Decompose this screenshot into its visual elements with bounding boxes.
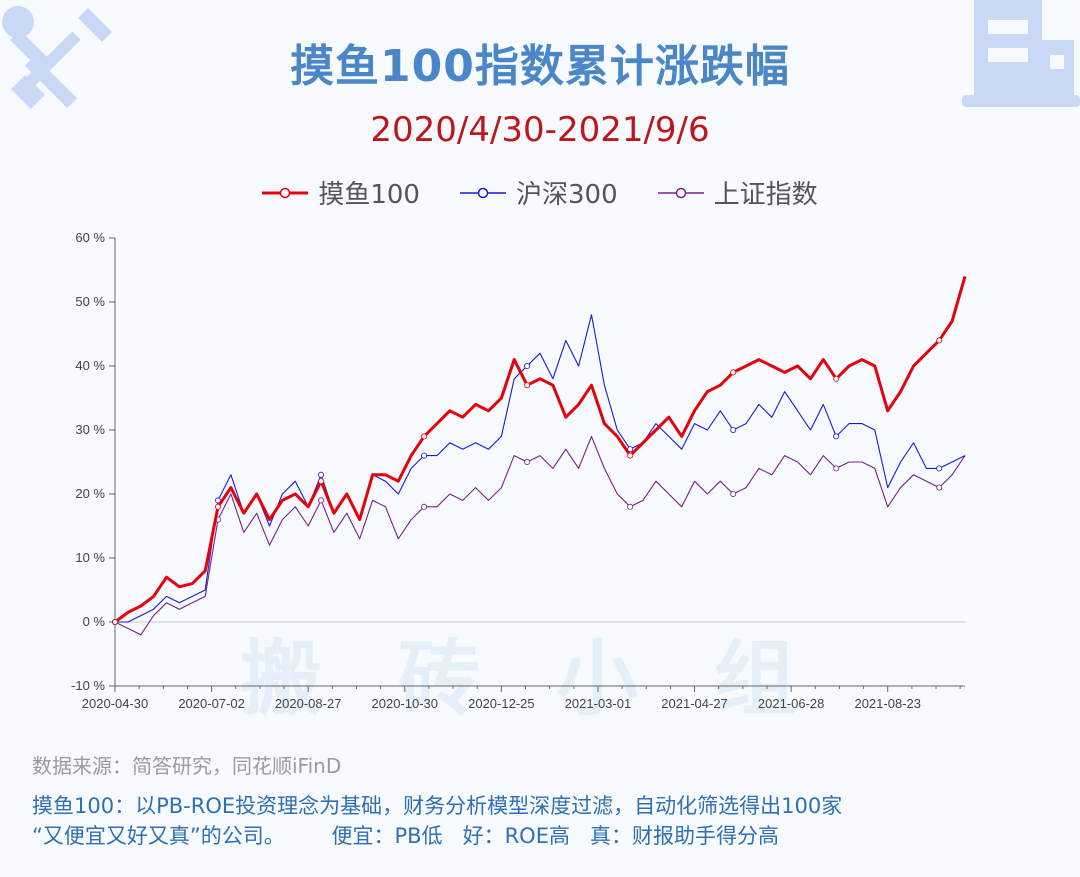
series-point-shanghai	[318, 497, 325, 504]
series-point-hs300	[318, 471, 325, 478]
legend-label-moyu: 摸鱼100	[318, 180, 420, 210]
series-point-hs300	[833, 433, 840, 440]
legend-label-hs300: 沪深300	[515, 180, 618, 210]
series-point-hs300	[421, 452, 428, 459]
series-point-moyu	[730, 369, 737, 376]
legend-marker-shanghai	[657, 187, 704, 198]
legend-marker-hs300	[459, 187, 506, 198]
series-point-moyu	[627, 452, 634, 459]
series-point-shanghai	[627, 503, 634, 510]
legend-label-shanghai: 上证指数	[713, 180, 818, 210]
series-point-moyu	[421, 433, 428, 440]
series-point-hs300	[730, 426, 737, 433]
building-icon	[962, 0, 1080, 107]
legend-marker-moyu	[262, 187, 309, 198]
x-tick-label: 2021-06-28	[758, 696, 825, 711]
series-point-shanghai	[833, 465, 840, 472]
series-point-hs300	[936, 465, 943, 472]
series-line-shanghai	[114, 435, 966, 636]
chart-subtitle: 2020/4/30-2021/9/6	[370, 110, 710, 150]
series-point-shanghai	[936, 484, 943, 491]
y-tick-label: 10 %	[75, 550, 105, 565]
series-point-moyu	[936, 337, 943, 344]
series-point-moyu	[215, 503, 222, 510]
x-tick-label: 2021-03-01	[565, 696, 632, 711]
y-tick-label: 40 %	[75, 358, 105, 373]
x-tick-label: 2020-08-27	[275, 696, 342, 711]
x-tick-label: 2020-04-30	[82, 696, 149, 711]
legend-item-moyu: 摸鱼100	[262, 174, 420, 211]
y-tick-label: 60 %	[75, 230, 105, 245]
x-tick-label: 2020-10-30	[372, 696, 439, 711]
series-point-moyu	[524, 382, 531, 389]
series-point-moyu	[318, 478, 325, 485]
series-point-hs300	[524, 362, 531, 369]
x-tick-label: 2021-08-23	[854, 696, 921, 711]
y-tick-label: 30 %	[75, 422, 105, 437]
watermark-text: 搬砖小组	[240, 632, 873, 727]
line-chart: -10 % 0 % 10 % 20 % 30 % 40 % 50 % 60 % 2020-04-…	[71, 230, 967, 711]
series-point-shanghai	[421, 503, 428, 510]
y-tick-label: -10 %	[71, 678, 105, 693]
wrench-screwdriver-icon	[2, 6, 112, 109]
x-tick-label: 2020-07-02	[178, 696, 245, 711]
y-tick-label: 0 %	[83, 614, 106, 629]
chart-title: 摸鱼100指数累计涨跌幅	[290, 41, 790, 92]
series-line-moyu	[114, 275, 967, 624]
y-tick-label: 50 %	[75, 294, 105, 309]
series-point-moyu	[112, 619, 119, 626]
x-tick-label: 2021-04-27	[661, 696, 728, 711]
footnote-line-1: 摸鱼100：以PB-ROE投资理念为基础，财务分析模型深度过滤，自动化筛选得出1…	[32, 794, 843, 818]
legend-item-hs300: 沪深300	[459, 174, 618, 211]
y-tick-label: 20 %	[75, 486, 105, 501]
legend: 摸鱼100 沪深300 上证指数	[0, 174, 1080, 211]
x-tick-label: 2020-12-25	[468, 696, 535, 711]
series-point-moyu	[833, 375, 840, 382]
footnote-line-2: “又便宜又好又真”的公司。 便宜：PB低 好：ROE高 真：财报助手得分高	[32, 824, 779, 848]
legend-item-shanghai: 上证指数	[657, 174, 818, 211]
series-point-shanghai	[524, 458, 531, 465]
series-point-shanghai	[730, 490, 737, 497]
data-source: 数据来源：简答研究，同花顺iFinD	[32, 754, 342, 778]
